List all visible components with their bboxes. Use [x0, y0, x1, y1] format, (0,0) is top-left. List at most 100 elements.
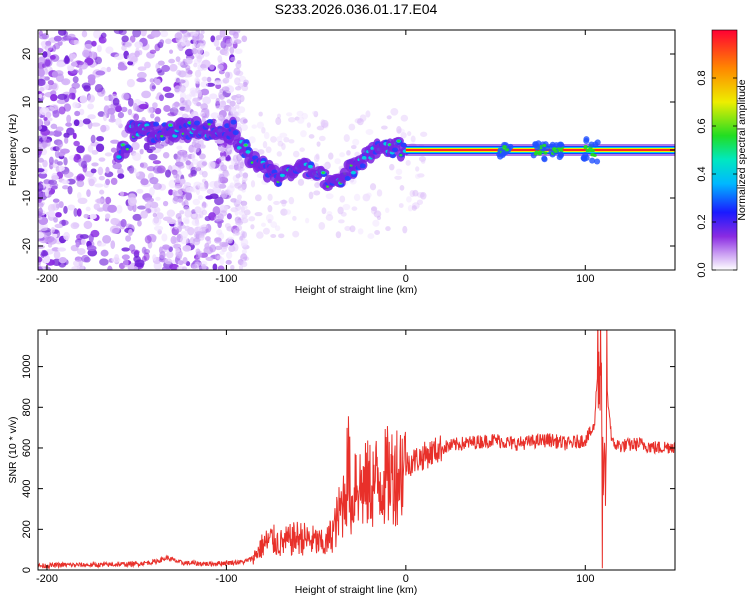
spectrogram-cell	[235, 61, 242, 69]
spectrogram-cell	[288, 139, 295, 144]
spectrogram-cell	[395, 168, 403, 175]
spectrogram-cell	[235, 93, 242, 99]
spectrogram-cell	[38, 197, 42, 203]
spectrogram-cell	[219, 250, 225, 255]
spectrogram-cell	[209, 244, 217, 253]
spectrogram-cell	[348, 123, 356, 131]
spectrogram-cell	[44, 44, 53, 52]
spectrogram-cell	[208, 212, 217, 221]
spectrogram-cell	[273, 200, 280, 205]
spectrogram-cell	[386, 115, 392, 120]
spectrogram-cell	[73, 208, 78, 217]
spectrogram-cell	[373, 210, 382, 218]
spectrogram-cell	[38, 118, 43, 127]
spectrogram-cell	[55, 126, 64, 132]
spectrogram-cell	[201, 76, 208, 82]
spectrogram-cell	[234, 48, 243, 55]
snr-y-axis-label: SNR (10 * v/v)	[7, 416, 19, 483]
spectrogram-cell	[542, 143, 547, 148]
spectrogram-cell	[236, 146, 242, 150]
spectrogram-cell	[90, 134, 96, 144]
spectrogram-cell	[175, 56, 181, 63]
spectrogram-cell	[316, 141, 321, 147]
spectrogram-cell	[240, 242, 248, 248]
spectrogram-cell	[172, 237, 180, 244]
spectrogram-cell	[380, 125, 388, 130]
spectrogram-cell	[167, 219, 177, 225]
spectrogram-cell	[192, 237, 201, 246]
spectrogram-cell	[83, 213, 90, 219]
spectrogram-cell	[402, 225, 408, 234]
spectrogram-cell	[121, 35, 129, 43]
spectrogram-cell	[56, 61, 66, 68]
spectrogram-cell	[42, 159, 48, 168]
spectrogram-cell	[365, 128, 374, 136]
spectrogram-cell	[206, 76, 212, 83]
spectrogram-cell	[213, 39, 220, 47]
spectrogram-cell	[128, 165, 135, 174]
spectrogram-cell	[292, 215, 297, 221]
y-tick-label: -10	[21, 190, 33, 206]
spectrogram-cell	[213, 180, 221, 188]
spectrogram-cell	[63, 171, 74, 178]
spectrogram-cell	[233, 39, 242, 45]
spectrogram-cell	[149, 49, 157, 54]
spectrogram-cell	[232, 243, 239, 252]
spectrogram-cell	[342, 203, 351, 211]
spectrogram-cell	[75, 241, 80, 248]
spectrogram-cell	[215, 46, 221, 51]
spectrogram-cell	[96, 197, 107, 205]
y-tick-label: 600	[21, 439, 33, 457]
spectrogram-cell	[175, 178, 182, 183]
spectrogram-cell	[173, 109, 179, 116]
spectrogram-cell	[183, 106, 192, 113]
spectrogram-cell	[338, 219, 345, 224]
spectrogram-cell	[152, 165, 163, 174]
spectrogram-cell	[187, 226, 195, 236]
spectrogram-cell	[98, 36, 107, 44]
spectrogram-cell	[38, 34, 48, 40]
spectrogram-cell	[99, 258, 109, 266]
spectrogram-cell	[159, 251, 166, 259]
spectrogram-cell	[218, 173, 225, 182]
spectrogram-cell	[38, 93, 43, 99]
spectrogram-cell	[256, 173, 264, 179]
spectrogram-cell	[90, 168, 97, 174]
spectrogram-cell	[200, 30, 205, 35]
spectrogram-cell	[192, 139, 200, 145]
spectrogram-cell	[193, 143, 202, 149]
spectrogram-cell	[179, 210, 185, 215]
snr-y-ticks: 0 200 400 600 800 1000	[21, 354, 675, 573]
spectrogram-cell	[123, 258, 129, 268]
spectrogram-cell	[306, 122, 311, 128]
spectrogram-cell	[208, 160, 216, 170]
spectrogram-cell	[265, 214, 274, 222]
spectrogram-cell	[362, 193, 371, 202]
spectrogram-cell	[210, 35, 216, 43]
spectrogram-cell	[42, 51, 48, 58]
spectrogram-cell	[270, 221, 278, 228]
spectrogram-cell	[55, 203, 61, 209]
spectrogram-cell	[115, 117, 122, 126]
spectrogram-cell	[245, 150, 251, 154]
spectrogram-cell	[200, 224, 209, 230]
spectrogram-cell	[352, 138, 360, 146]
spectrogram-cell	[121, 143, 125, 147]
spectrogram-cell	[241, 176, 248, 182]
spectrogram-cell	[58, 151, 66, 156]
spectrogram-cell	[120, 218, 127, 228]
spectrogram-cell	[228, 164, 235, 170]
spectrogram-cell	[294, 116, 300, 121]
snr-x-ticks: -200 -100 0 100	[36, 330, 594, 585]
spectrogram-cell	[126, 53, 137, 63]
spectrogram-cell	[270, 233, 277, 239]
spectrogram-cell	[38, 168, 45, 173]
spectrogram-cell	[113, 30, 124, 35]
spectrogram-cell	[70, 222, 80, 230]
y-tick-label: 20	[21, 48, 33, 60]
spectrogram-cell	[390, 107, 399, 116]
spectrogram-cell	[125, 147, 129, 151]
spectrogram-cell	[94, 183, 104, 188]
spectrogram-cell	[171, 189, 178, 196]
spectrogram-cell	[234, 77, 241, 86]
